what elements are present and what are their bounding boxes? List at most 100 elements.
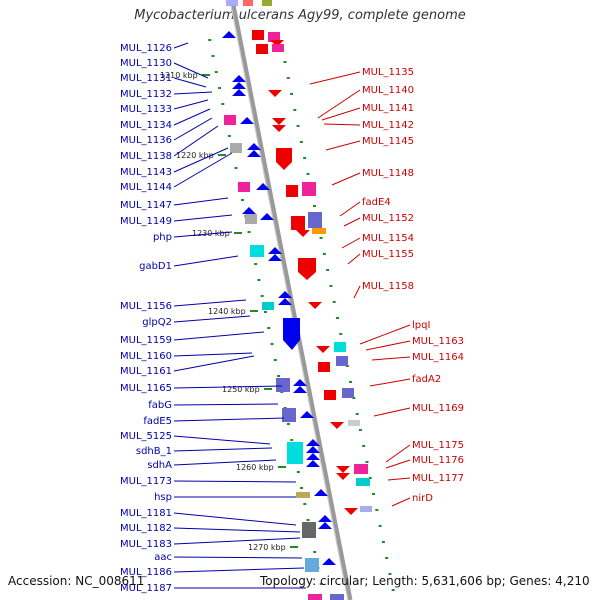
reverse-gene-arrow (344, 508, 358, 515)
reverse-gene-arrow (336, 466, 350, 473)
left-leader-line (173, 537, 301, 545)
left-gene-label: MUL_1132 (120, 89, 172, 100)
right-gene-label: MUL_1142 (362, 120, 414, 131)
right-leader-line (325, 140, 361, 151)
reverse-gene-arrow (296, 230, 310, 237)
reverse-gene-arrow (276, 148, 292, 170)
genome-backbone (229, 0, 353, 600)
left-gene-label: gabD1 (139, 261, 172, 272)
right-leader-line (353, 285, 361, 299)
left-leader-line (173, 91, 213, 95)
ruler-label: 1270 kbp (248, 543, 286, 552)
left-leader-line (173, 147, 229, 173)
right-leader-line (341, 237, 361, 249)
reverse-gene-arrow (330, 422, 344, 429)
left-gene-label: MUL_1186 (120, 567, 172, 578)
left-leader-line (173, 331, 265, 341)
right-leader-line (365, 340, 411, 351)
summary-text: Topology: circular; Length: 5,631,606 bp… (260, 574, 590, 588)
gene-box (250, 245, 264, 257)
gene-box (334, 342, 346, 352)
forward-gene-arrow (306, 453, 320, 460)
left-gene-label: glpQ2 (142, 317, 172, 328)
gene-box (312, 228, 326, 234)
right-gene-label: MUL_1163 (412, 336, 464, 347)
forward-gene-arrow (306, 446, 320, 453)
left-leader-line (173, 315, 251, 323)
left-leader-line (173, 447, 273, 452)
gene-box (302, 522, 316, 538)
right-leader-line (343, 217, 361, 227)
forward-gene-arrow (314, 489, 328, 496)
gene-box (262, 302, 274, 310)
left-leader-line (173, 152, 233, 188)
gene-box (302, 182, 316, 196)
accession-text: Accession: NC_008611 (8, 574, 145, 588)
left-leader-line (173, 417, 285, 422)
ruler-label: 1210 kbp (160, 71, 198, 80)
right-leader-line (371, 356, 411, 361)
right-gene-label: fadA2 (412, 374, 441, 385)
left-leader-line (173, 355, 255, 372)
right-leader-line (331, 172, 361, 186)
left-gene-label: MUL_1181 (120, 508, 172, 519)
gene-box (252, 30, 264, 40)
left-leader-line (173, 352, 253, 357)
gene-box (256, 44, 268, 54)
left-gene-label: MUL_1147 (120, 200, 172, 211)
left-leader-line (173, 556, 303, 559)
left-gene-label: MUL_1126 (120, 43, 172, 54)
left-gene-label: MUL_1165 (120, 383, 172, 394)
forward-gene-arrow (240, 117, 254, 124)
left-gene-label: MUL_1149 (120, 216, 172, 227)
right-gene-label: MUL_1176 (412, 455, 464, 466)
forward-gene-arrow (293, 379, 307, 386)
forward-gene-arrow (293, 386, 307, 393)
forward-gene-arrow (322, 558, 336, 565)
forward-gene-arrow (300, 411, 314, 418)
backbone-line (229, 0, 353, 600)
left-gene-label: MUL_1131 (120, 73, 172, 84)
right-gene-label: nirD (412, 493, 433, 504)
forward-gene-arrow (260, 213, 274, 220)
gene-box (360, 506, 372, 512)
reverse-gene-arrow (308, 302, 322, 309)
ruler-label: 1220 kbp (176, 151, 214, 160)
forward-gene-arrow (278, 298, 292, 305)
right-leader-line (359, 324, 411, 345)
right-leader-line (323, 123, 361, 126)
gene-box (296, 492, 310, 498)
forward-gene-arrow (242, 207, 256, 214)
forward-gene-arrow (247, 143, 261, 150)
ruler-label: 1240 kbp (208, 307, 246, 316)
left-gene-label: MUL_1143 (120, 167, 172, 178)
left-gene-label: MUL_1159 (120, 335, 172, 346)
gene-box (287, 442, 303, 464)
right-gene-label: MUL_1169 (412, 403, 464, 414)
left-leader-line (173, 435, 271, 445)
gene-box (272, 44, 284, 52)
forward-gene-arrow (256, 183, 270, 190)
gene-box (262, 0, 272, 6)
left-gene-label: sdhA (147, 460, 172, 471)
left-gene-label: fadE5 (143, 416, 172, 427)
reverse-gene-arrow (270, 40, 284, 47)
left-gene-label: fabG (148, 400, 172, 411)
gene-box (243, 0, 253, 6)
gene-box (226, 0, 238, 6)
gene-box (354, 464, 368, 474)
gene-box (291, 216, 305, 230)
left-gene-labels: MUL_1126 MUL_1130 MUL_1131 MUL_1132 MUL_1133… (120, 42, 306, 594)
gene-glyphs (222, 0, 372, 600)
ruler-label: 1260 kbp (236, 463, 274, 472)
gene-box (348, 420, 360, 426)
right-gene-label: MUL_1140 (362, 85, 414, 96)
right-gene-label: MUL_1154 (362, 233, 414, 244)
left-gene-label: MUL_1183 (120, 539, 172, 550)
left-gene-label: MUL_1130 (120, 58, 172, 69)
gene-box (308, 594, 322, 600)
gene-box (268, 32, 280, 42)
right-leader-line (317, 89, 361, 119)
forward-gene-arrow (222, 31, 236, 38)
